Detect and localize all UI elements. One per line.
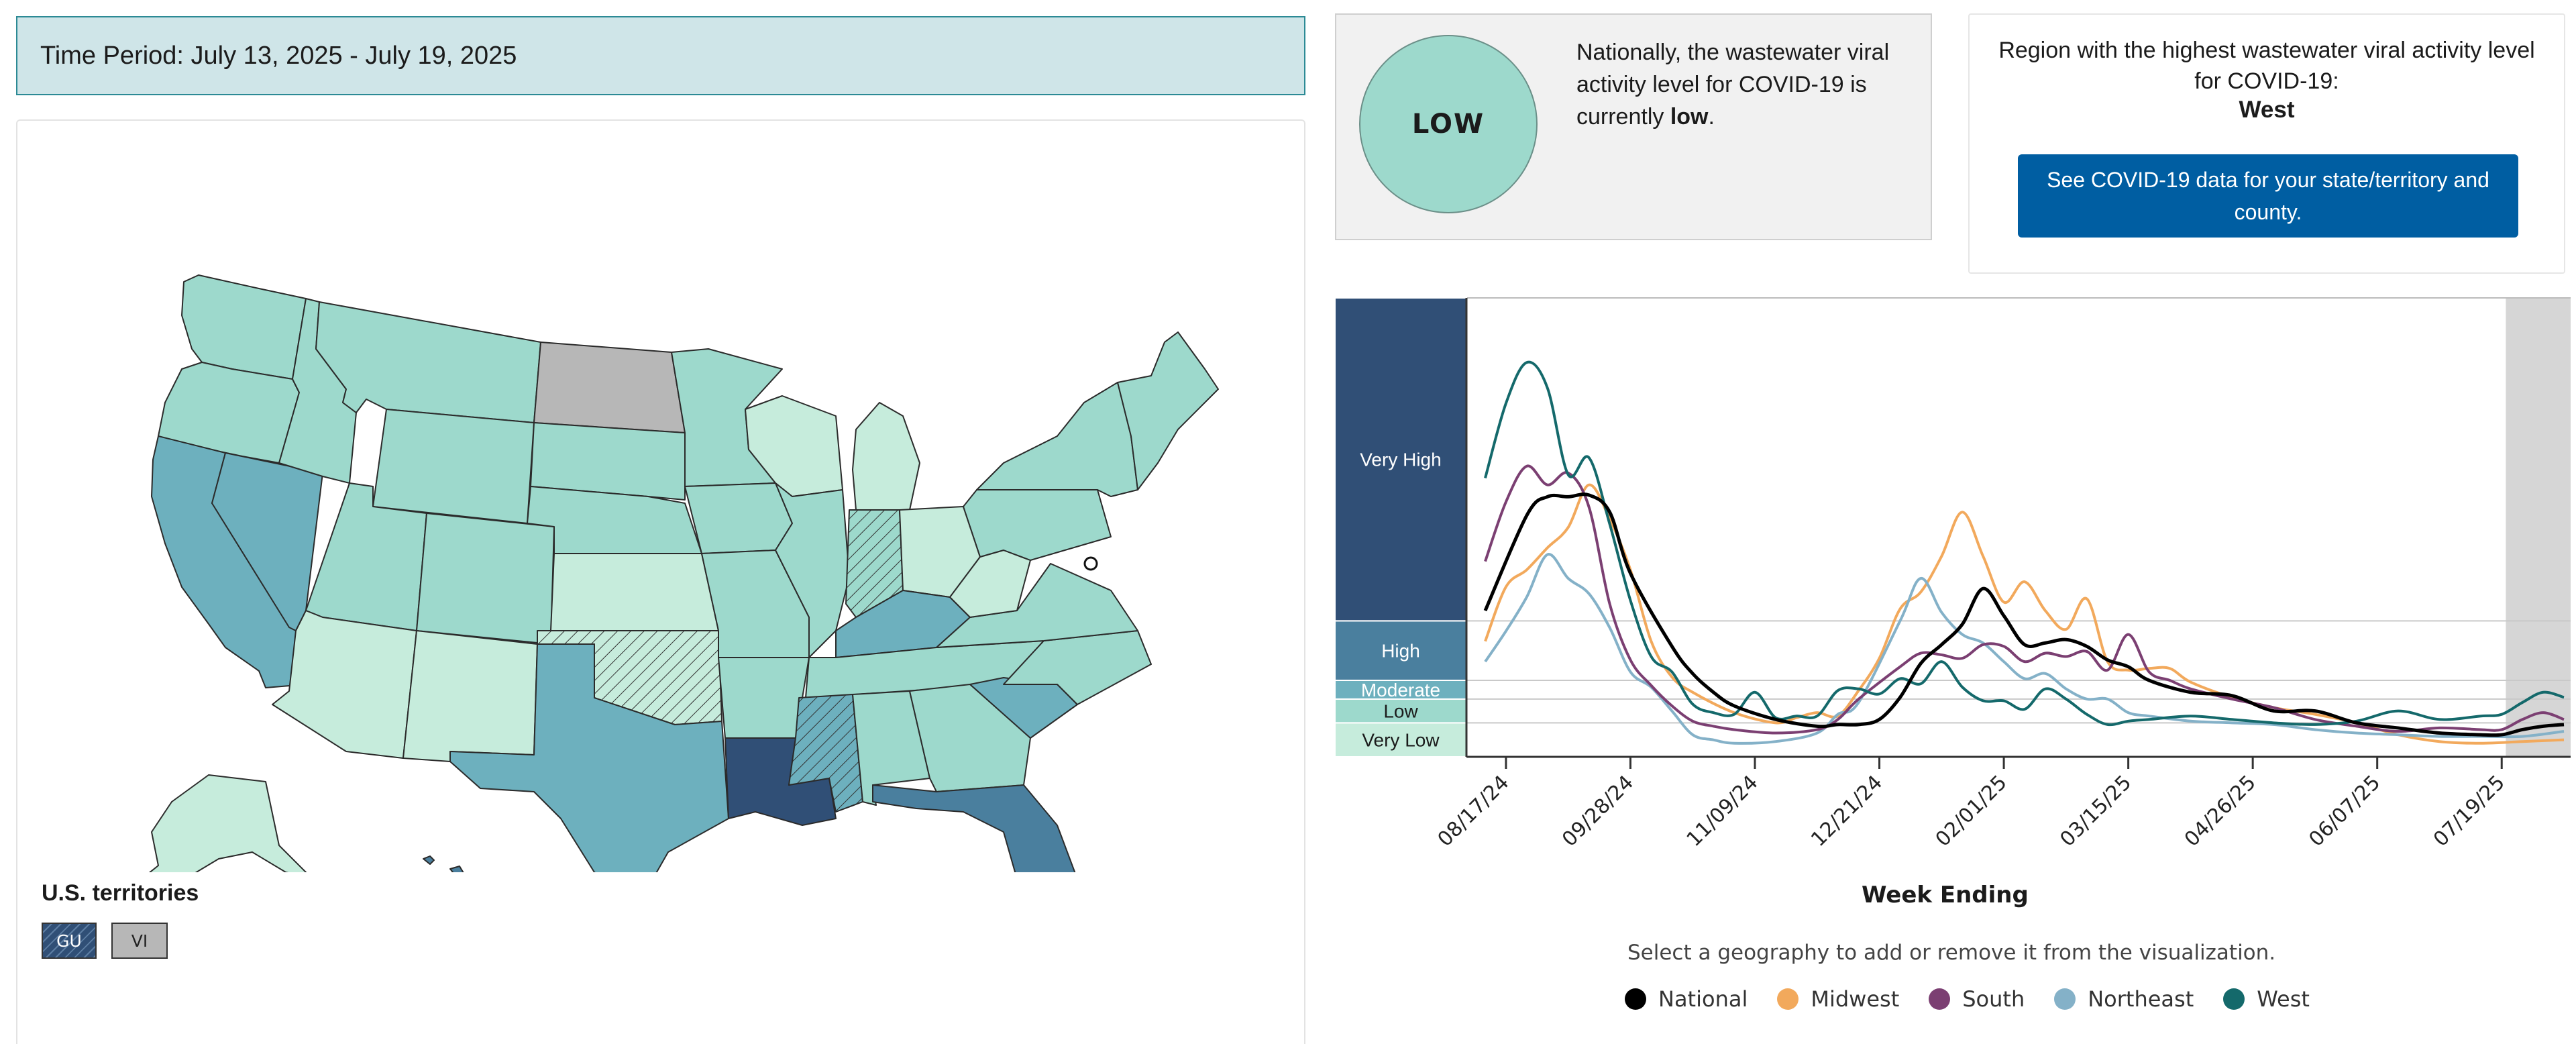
legend-label: Northeast <box>2088 986 2194 1012</box>
legend-dot-icon <box>1929 988 1951 1010</box>
level-band-label: Low <box>1383 701 1418 722</box>
state-illinois[interactable] <box>775 482 850 658</box>
level-band-label: Moderate <box>1361 680 1440 700</box>
state-data-button[interactable]: See COVID-19 data for your state/territo… <box>2018 154 2518 238</box>
x-tick-label: 12/21/24 <box>1807 771 1887 851</box>
level-band <box>1335 680 1467 700</box>
state-hawaii[interactable] <box>423 855 511 872</box>
x-tick-label: 06/07/25 <box>2304 771 2385 851</box>
state-south-dakota[interactable] <box>530 422 686 501</box>
national-status-card: LOW Nationally, the wastewater viral act… <box>1335 13 1932 240</box>
national-status-sentence: Nationally, the wastewater viral activit… <box>1576 40 1890 129</box>
legend-hint: Select a geography to add or remove it f… <box>1627 941 2276 965</box>
level-band-label: High <box>1381 641 1420 662</box>
state-new-york[interactable] <box>976 382 1138 497</box>
series-line-west <box>1484 360 2565 727</box>
state-new-mexico[interactable] <box>402 630 538 762</box>
series-line-northeast <box>1484 553 2565 745</box>
legend-label: West <box>2257 986 2310 1012</box>
legend-dot-icon <box>2054 988 2076 1010</box>
state-new-england[interactable] <box>1117 331 1219 490</box>
national-status-level: low <box>1670 104 1709 129</box>
highest-region-heading: Region with the highest wastewater viral… <box>1998 38 2535 94</box>
series-line-south <box>1484 464 2565 735</box>
state-kansas[interactable] <box>550 553 719 631</box>
state-michigan[interactable] <box>852 402 920 511</box>
x-tick-label: 02/01/25 <box>1931 771 2012 851</box>
state-pennsylvania[interactable] <box>963 489 1112 561</box>
national-level-circle: LOW <box>1359 35 1538 213</box>
state-alaska[interactable] <box>125 774 313 872</box>
highest-region-card: Region with the highest wastewater viral… <box>1968 13 2565 274</box>
territory-gu-label: GU <box>56 931 82 951</box>
incomplete-data-shade <box>2506 298 2571 757</box>
state-iowa[interactable] <box>684 482 793 554</box>
x-tick-label: 08/17/24 <box>1434 771 1514 851</box>
national-status-text: Nationally, the wastewater viral activit… <box>1576 36 1912 133</box>
chart-legend: National Midwest South Northeast West <box>1625 986 2339 1012</box>
x-tick-label: 11/09/24 <box>1682 771 1763 851</box>
national-level-label: LOW <box>1411 109 1485 140</box>
legend-label: South <box>1962 986 2025 1012</box>
legend-dot-icon <box>1777 988 1799 1010</box>
x-tick-label: 04/26/25 <box>2180 771 2261 851</box>
x-tick-label: 03/15/25 <box>2055 771 2136 851</box>
legend-label: National <box>1658 986 1748 1012</box>
map-card: U.S. territories GU VI <box>16 119 1305 1044</box>
state-wyoming[interactable] <box>372 409 535 524</box>
series-line-national <box>1483 492 2565 737</box>
legend-item-west[interactable]: West <box>2223 986 2310 1012</box>
us-states-map <box>125 274 1219 872</box>
legend-label: Midwest <box>1811 986 1900 1012</box>
legend-dot-icon <box>1625 988 1646 1010</box>
national-status-period: . <box>1708 104 1715 129</box>
state-arkansas[interactable] <box>718 657 810 739</box>
level-band <box>1335 698 1467 724</box>
x-tick-label: 07/19/25 <box>2429 771 2510 851</box>
level-band <box>1335 620 1467 682</box>
state-dc-marker[interactable] <box>1083 556 1098 571</box>
territories-title: U.S. territories <box>42 880 199 906</box>
level-band <box>1335 297 1467 622</box>
legend-dot-icon <box>2223 988 2245 1010</box>
legend-item-northeast[interactable]: Northeast <box>2054 986 2194 1012</box>
plot-area <box>1466 298 2571 757</box>
legend-item-national[interactable]: National <box>1625 986 1748 1012</box>
time-period-text: Time Period: July 13, 2025 - July 19, 20… <box>40 41 517 70</box>
time-period-banner: Time Period: July 13, 2025 - July 19, 20… <box>16 16 1305 95</box>
territory-gu-button[interactable]: GU <box>42 923 97 959</box>
level-band-label: Very Low <box>1362 730 1440 751</box>
legend-item-midwest[interactable]: Midwest <box>1777 986 1899 1012</box>
level-band-label: Very High <box>1360 450 1441 470</box>
state-montana[interactable] <box>315 301 541 423</box>
state-florida[interactable] <box>872 784 1077 872</box>
territory-vi-label: VI <box>131 931 148 951</box>
legend-item-south[interactable]: South <box>1929 986 2025 1012</box>
x-tick-label: 09/28/24 <box>1558 771 1638 851</box>
x-axis-title: Week Ending <box>1862 882 2029 908</box>
territory-vi-button[interactable]: VI <box>111 923 168 959</box>
highest-region-name: West <box>2239 97 2295 123</box>
state-colorado[interactable] <box>416 513 555 645</box>
state-north-dakota[interactable] <box>533 342 686 433</box>
state-texas[interactable] <box>449 643 729 872</box>
